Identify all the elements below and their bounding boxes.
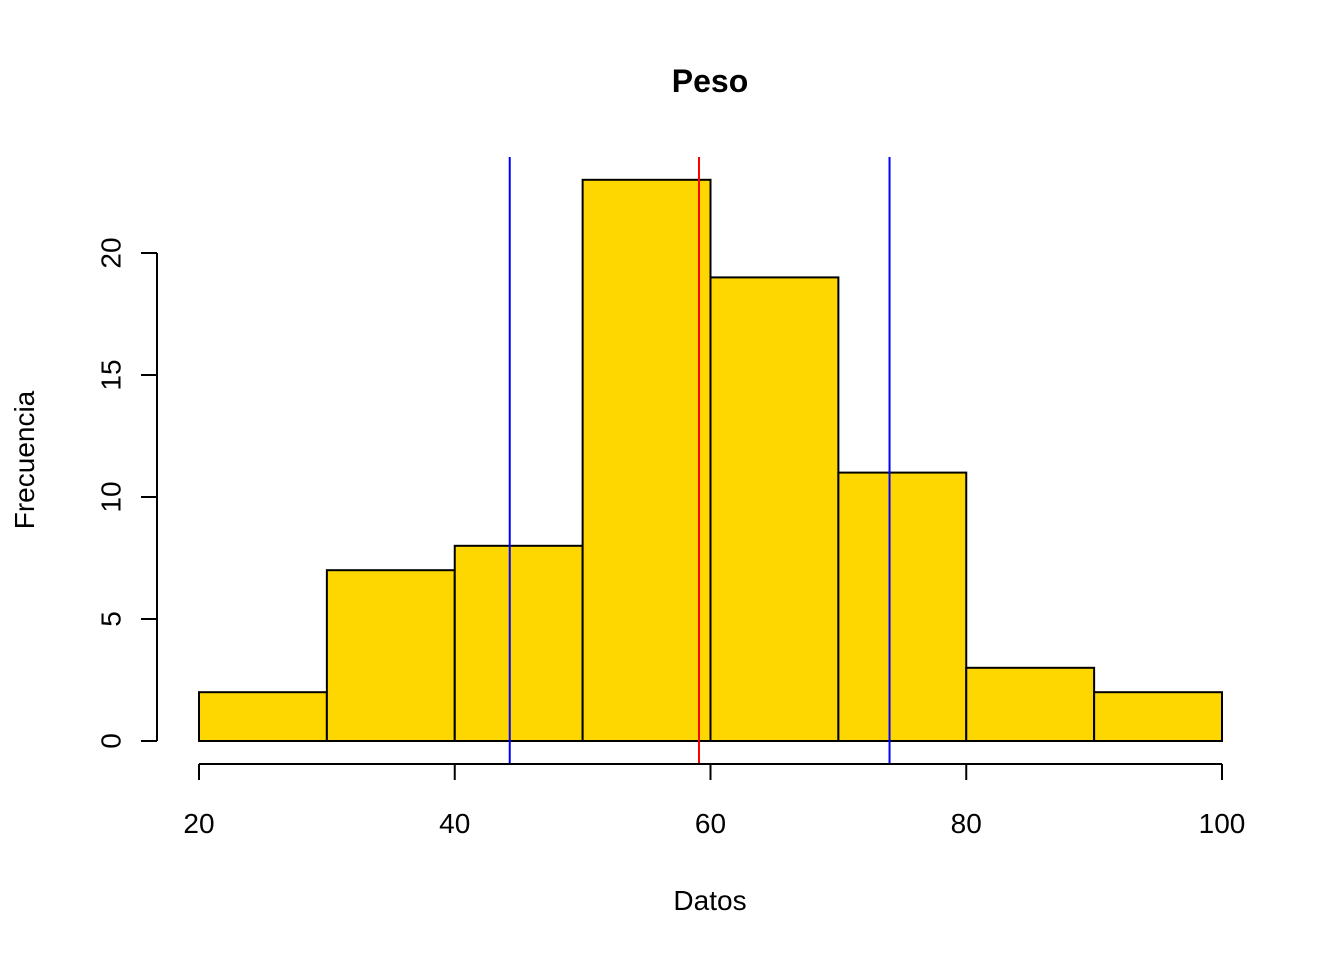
histogram-bar <box>198 691 328 743</box>
x-tick-label: 60 <box>695 808 726 839</box>
histogram-bar <box>709 276 840 742</box>
x-axis-label: Datos <box>673 885 746 916</box>
y-tick-label: 20 <box>95 237 126 268</box>
histogram-bar <box>453 544 584 742</box>
x-axis: 20 40 60 80 100 <box>183 763 1246 839</box>
x-tick-label: 100 <box>1199 808 1246 839</box>
histogram-bar <box>837 471 968 742</box>
x-tick-label: 40 <box>439 808 470 839</box>
y-tick-label: 15 <box>95 359 126 390</box>
histogram-bar <box>1093 691 1223 743</box>
x-tick-label: 80 <box>951 808 982 839</box>
reference-lines-group <box>508 157 891 765</box>
x-tick-label: 20 <box>183 808 214 839</box>
histogram-bar <box>325 569 456 743</box>
bars-group <box>198 178 1223 743</box>
y-axis: 0 5 10 15 20 <box>95 237 158 749</box>
y-tick-label: 10 <box>95 481 126 512</box>
y-tick-label: 5 <box>95 611 126 627</box>
chart-title: Peso <box>672 63 748 99</box>
histogram-bar <box>965 666 1096 742</box>
histogram-bar <box>581 178 712 743</box>
y-tick-label: 0 <box>95 733 126 749</box>
y-axis-label: Frecuencia <box>9 390 40 529</box>
